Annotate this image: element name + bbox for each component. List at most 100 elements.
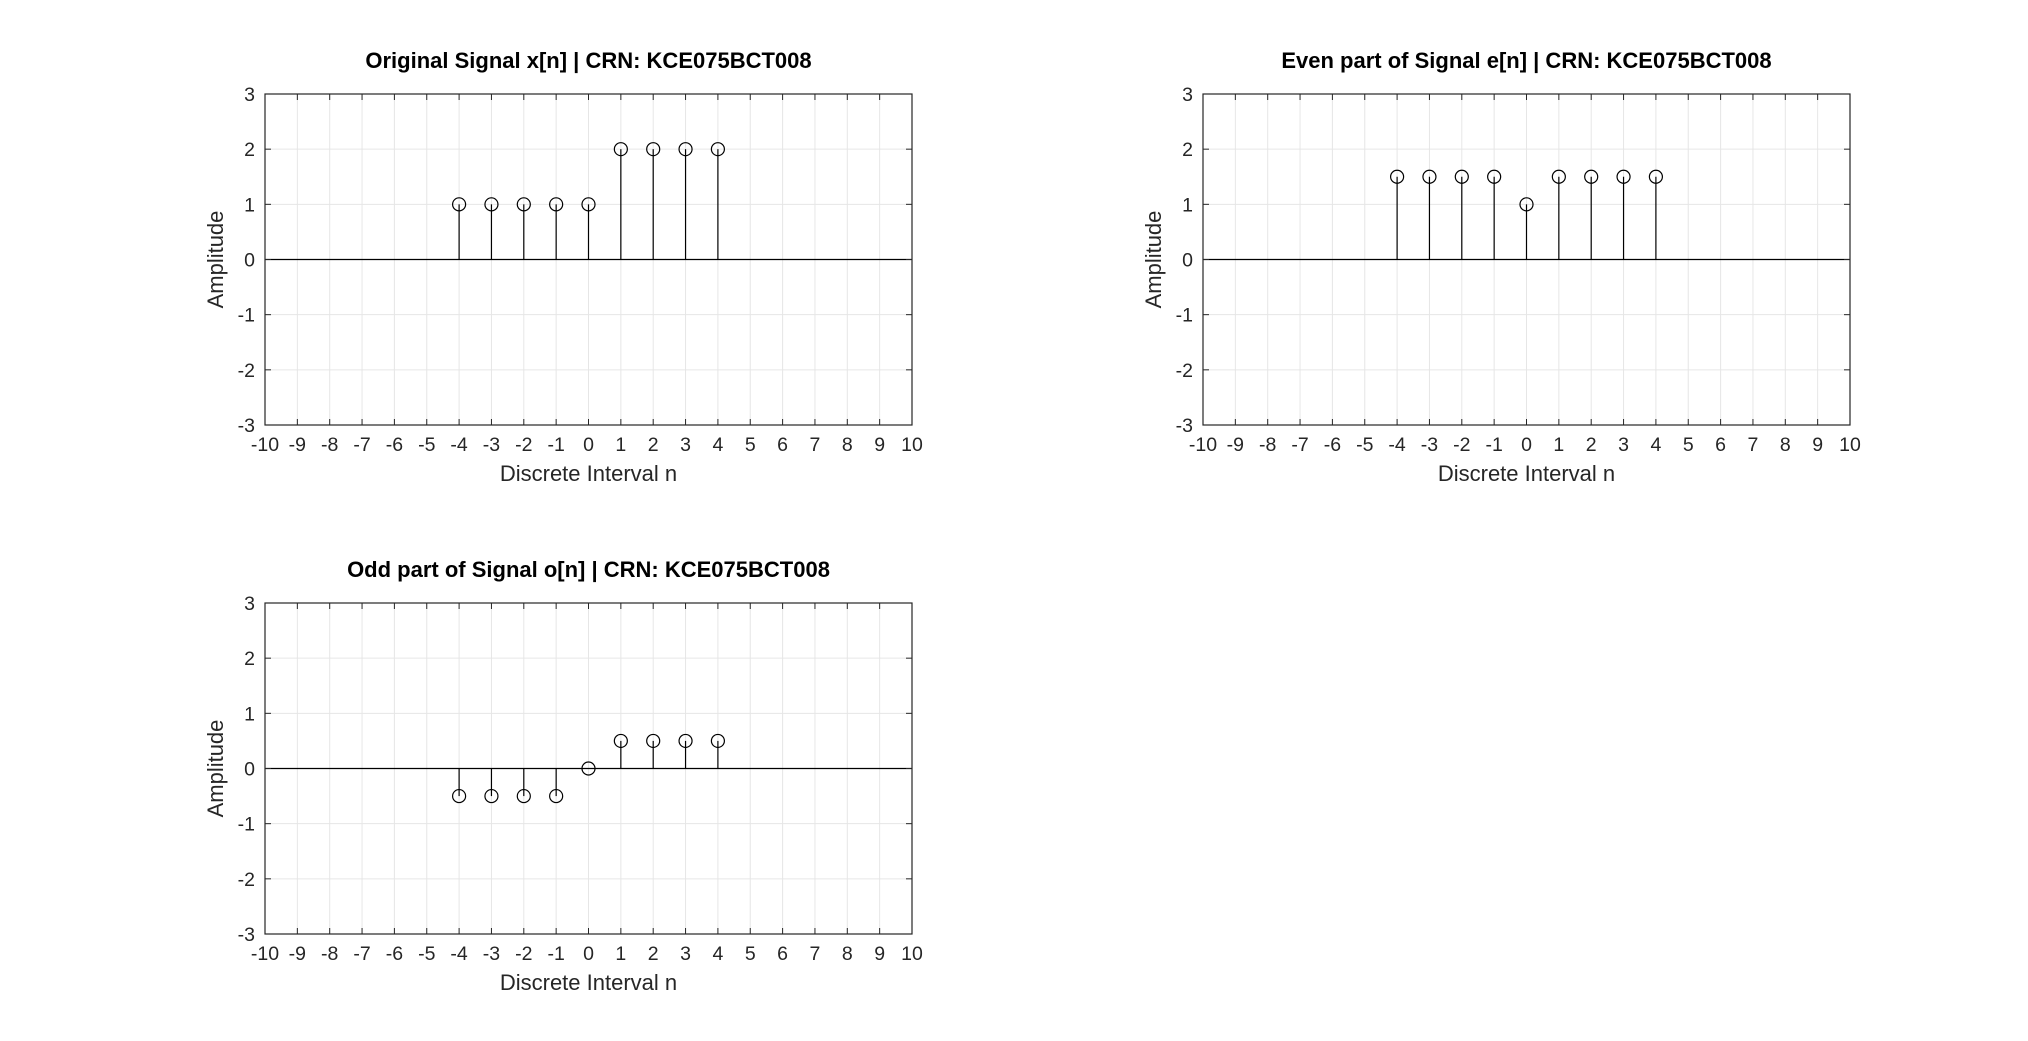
x-tick-label: -10 — [251, 434, 279, 456]
y-tick-label: 3 — [1182, 84, 1193, 106]
x-tick-label: 7 — [810, 943, 821, 965]
x-tick-label: 4 — [712, 943, 723, 965]
x-tick-label: -8 — [321, 434, 338, 456]
x-tick-label: -7 — [353, 943, 370, 965]
chart-title: Original Signal x[n] | CRN: KCE075BCT008 — [365, 48, 811, 73]
x-tick-label: 8 — [842, 434, 853, 456]
x-axis-label: Discrete Interval n — [500, 461, 677, 486]
x-tick-label: -8 — [321, 943, 338, 965]
y-tick-label: 3 — [244, 84, 255, 106]
stem-marker — [646, 142, 661, 157]
y-tick-label: -1 — [238, 814, 255, 836]
x-tick-label: -5 — [1356, 434, 1373, 456]
y-axis-label: Amplitude — [203, 211, 228, 309]
x-tick-label: 7 — [810, 434, 821, 456]
x-tick-label: -3 — [1421, 434, 1438, 456]
x-tick-label: -7 — [1291, 434, 1308, 456]
y-tick-label: -2 — [1176, 360, 1193, 382]
stem-marker — [1616, 169, 1631, 184]
chart-2: -10 -9 -8 -7 -6 -5 -4 -3 -2 -1 0 1 2 3 4 5 6 7 8 9 10-3-2-10… — [1141, 48, 1861, 486]
y-axis-label: Amplitude — [1141, 211, 1166, 309]
x-tick-label: -8 — [1259, 434, 1276, 456]
x-tick-label: 10 — [1839, 434, 1861, 456]
x-tick-label: -4 — [450, 943, 467, 965]
x-tick-label: -3 — [483, 434, 500, 456]
y-tick-label: -1 — [1176, 305, 1193, 327]
x-tick-label: 1 — [615, 943, 626, 965]
stem-marker — [646, 733, 661, 749]
x-tick-label: 0 — [583, 943, 594, 965]
x-tick-label: 10 — [901, 434, 923, 456]
stem-marker — [1422, 169, 1437, 184]
y-tick-label: 3 — [244, 593, 255, 615]
stem-series — [1389, 169, 1664, 260]
x-tick-label: 1 — [615, 434, 626, 456]
x-tick-label: -9 — [1227, 434, 1244, 456]
chart-title: Even part of Signal e[n] | CRN: KCE075BC… — [1281, 48, 1771, 73]
y-tick-label: 0 — [1182, 250, 1193, 272]
stem-marker — [1519, 197, 1534, 212]
x-tick-label: -6 — [386, 434, 403, 456]
stem-marker — [581, 761, 596, 776]
x-tick-label: -2 — [515, 943, 532, 965]
y-tick-label: -3 — [238, 924, 255, 946]
y-tick-label: 1 — [244, 703, 255, 725]
stem-marker — [678, 142, 693, 157]
x-tick-label: 7 — [1748, 434, 1759, 456]
stem-marker — [516, 197, 531, 212]
stem-marker — [549, 197, 564, 212]
x-tick-label: 9 — [874, 943, 885, 965]
stem-marker — [1584, 169, 1599, 184]
x-tick-label: -9 — [289, 943, 306, 965]
stem-series — [452, 142, 726, 260]
stem-series — [452, 733, 726, 804]
y-tick-label: -1 — [238, 305, 255, 327]
x-tick-label: -4 — [450, 434, 467, 456]
x-tick-label: 3 — [680, 943, 691, 965]
x-tick-label: 6 — [1715, 434, 1726, 456]
x-tick-label: 9 — [1812, 434, 1823, 456]
x-tick-label: 3 — [680, 434, 691, 456]
x-tick-label: 2 — [1586, 434, 1597, 456]
x-tick-label: 9 — [874, 434, 885, 456]
chart-1: -10 -9 -8 -7 -6 -5 -4 -3 -2 -1 0 1 2 3 4 5 6 7 8 9 10-3-2-10… — [203, 48, 923, 486]
tick-marks — [264, 93, 913, 426]
x-tick-label: -4 — [1388, 434, 1405, 456]
tick-marks — [264, 602, 913, 935]
y-axis-label: Amplitude — [203, 720, 228, 818]
x-tick-label: -1 — [547, 943, 564, 965]
x-tick-label: 8 — [1780, 434, 1791, 456]
x-tick-label: 4 — [1650, 434, 1661, 456]
stem-marker — [1648, 169, 1664, 184]
x-tick-label: 2 — [648, 434, 659, 456]
x-tick-label: -9 — [289, 434, 306, 456]
stem-marker — [549, 788, 564, 804]
y-tick-label: -3 — [238, 415, 255, 437]
x-axis-label: Discrete Interval n — [1438, 461, 1615, 486]
x-tick-label: 3 — [1618, 434, 1629, 456]
tick-marks — [1202, 93, 1851, 426]
stem-marker — [581, 197, 596, 212]
x-tick-label: -1 — [547, 434, 564, 456]
y-tick-label: 2 — [1182, 139, 1193, 161]
x-tick-label: 6 — [777, 943, 788, 965]
x-axis-label: Discrete Interval n — [500, 970, 677, 995]
stem-marker — [1389, 169, 1405, 184]
x-tick-label: -2 — [1453, 434, 1470, 456]
x-tick-label: 5 — [745, 943, 756, 965]
stem-marker — [710, 733, 726, 749]
stem-marker — [613, 733, 628, 749]
x-tick-label: -3 — [483, 943, 500, 965]
stem-marker — [452, 197, 467, 212]
y-tick-label: 0 — [244, 759, 255, 781]
x-tick-label: -10 — [251, 943, 279, 965]
chart-3: -10 -9 -8 -7 -6 -5 -4 -3 -2 -1 0 1 2 3 4 5 6 7 8 9 10-3-2-10… — [203, 557, 923, 995]
x-tick-label: 5 — [1683, 434, 1694, 456]
x-tick-label: -7 — [353, 434, 370, 456]
x-tick-label: 6 — [777, 434, 788, 456]
x-tick-label: -6 — [1324, 434, 1341, 456]
y-tick-label: -3 — [1176, 415, 1193, 437]
x-tick-label: 1 — [1553, 434, 1564, 456]
x-tick-label: 0 — [1521, 434, 1532, 456]
